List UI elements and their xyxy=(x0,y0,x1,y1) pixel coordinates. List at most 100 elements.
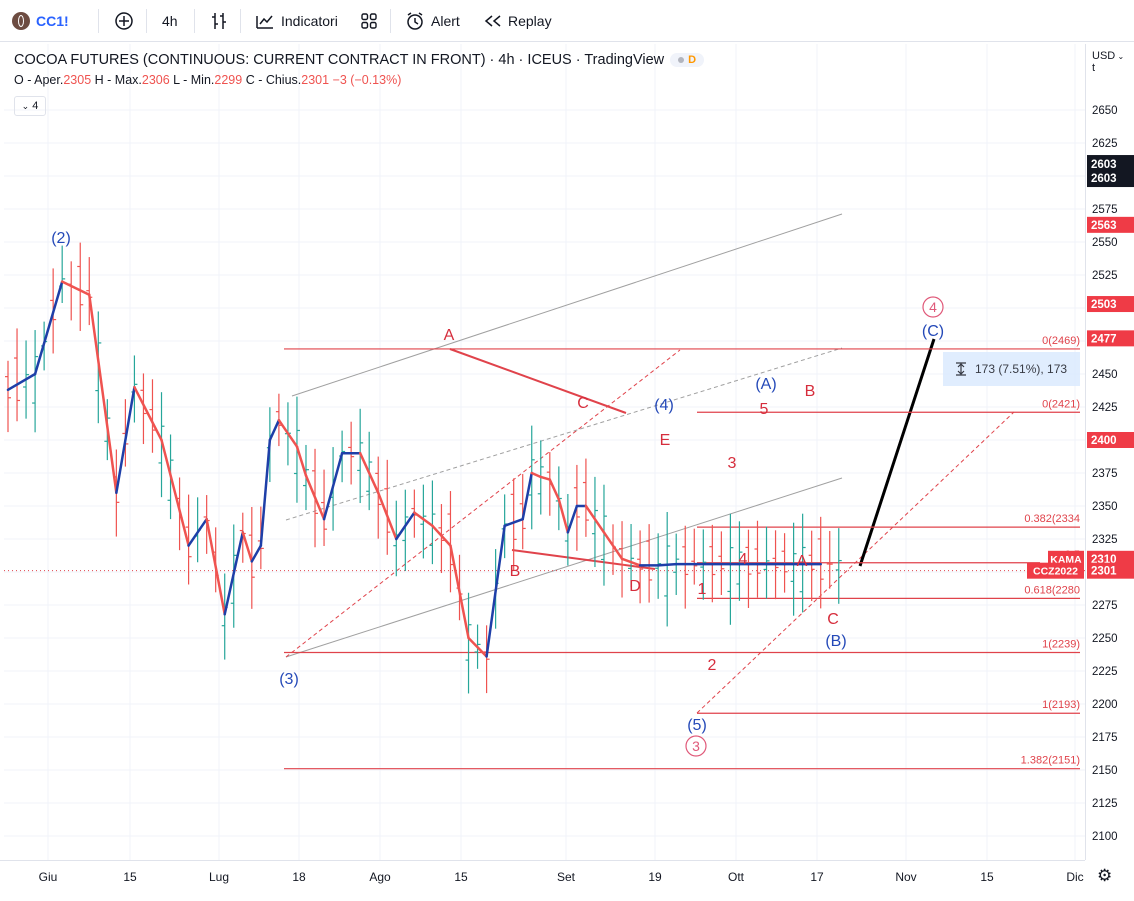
close-label: C - Chius. xyxy=(245,73,302,87)
wave-label-red: C xyxy=(577,395,589,412)
indicators-label: Indicatori xyxy=(281,13,338,29)
fib-level-label: 0.618(2280 xyxy=(1024,584,1080,596)
price-marker-label: 2603 xyxy=(1091,159,1117,171)
kama-line-segment xyxy=(259,438,272,547)
settings-gear-icon[interactable]: ⚙ xyxy=(1097,866,1113,885)
high-label: H - Max. xyxy=(94,73,142,87)
interval-label: 4h xyxy=(162,13,178,29)
price-tick-label: 2275 xyxy=(1092,600,1118,612)
kama-line-segment xyxy=(530,471,543,479)
kama-line-segment xyxy=(88,293,118,495)
price-tick-label: 2450 xyxy=(1092,369,1118,381)
price-tick-label: 2150 xyxy=(1092,765,1118,777)
indicators-collapse-button[interactable]: ⌄ 4 xyxy=(14,96,46,116)
replay-label: Replay xyxy=(508,13,552,29)
circled-label-ring xyxy=(922,296,944,318)
toolbar-divider xyxy=(194,9,195,33)
kama-line-segment xyxy=(413,511,434,528)
price-marker-label: 2603 xyxy=(1091,173,1117,185)
open-label: O - Aper. xyxy=(14,73,64,87)
kama-line-segment xyxy=(539,475,552,481)
chart-type-button[interactable] xyxy=(210,0,228,42)
kama-line-segment xyxy=(656,562,678,567)
time-tick-label: Set xyxy=(557,870,576,884)
price-tag-label: CCZ2022 xyxy=(1033,566,1078,578)
kama-line-segment xyxy=(241,531,254,563)
wave-label-blue: (2) xyxy=(51,230,71,247)
price-tick-label: 2550 xyxy=(1092,237,1118,249)
layouts-button[interactable] xyxy=(360,0,378,42)
alarm-clock-icon xyxy=(407,12,423,30)
interval-button[interactable]: 4h xyxy=(162,0,178,42)
channel-upper-line xyxy=(291,213,843,397)
kama-line-segment xyxy=(548,478,561,501)
kama-line-segment xyxy=(33,280,64,376)
delayed-badge: D xyxy=(688,54,697,66)
wave-label-blue: (B) xyxy=(825,633,846,650)
bars-chart-icon xyxy=(212,13,226,29)
time-tick-label: Giu xyxy=(39,870,58,884)
kama-line-segment xyxy=(358,451,380,495)
price-tick-label: 2525 xyxy=(1092,270,1118,282)
fib-level-label: 0(2469) xyxy=(1042,335,1080,347)
kama-line-segment xyxy=(6,372,37,392)
replay-button[interactable]: Replay xyxy=(484,0,552,42)
kama-line-segment xyxy=(160,438,190,547)
kama-line-segment xyxy=(566,504,579,534)
fib-level-label: 1(2239) xyxy=(1042,639,1080,651)
alert-button[interactable]: Alert xyxy=(405,0,460,42)
kama-line-segment xyxy=(277,418,299,448)
currency-selector[interactable]: USD ⌄ t xyxy=(1092,50,1124,74)
low-value: 2299 xyxy=(214,73,243,87)
price-tick-label: 2650 xyxy=(1092,105,1118,117)
dashed-mid-line xyxy=(285,347,843,521)
time-tick-label: 15 xyxy=(123,870,137,884)
indicators-button[interactable]: Indicatori xyxy=(255,0,338,42)
time-axis[interactable]: Giu 15 Lug 18 Ago 15 Set 19 Ott 17 Nov 15 Dic xyxy=(0,860,1085,901)
kama-line-segment xyxy=(268,418,281,442)
open-value: 2305 xyxy=(63,73,92,87)
dashed-trend-line xyxy=(285,349,681,658)
kama-line-segment xyxy=(503,517,524,528)
fib-level-label: 1.382(2151) xyxy=(1021,755,1080,767)
price-axis[interactable]: 2100212521502175220022252250227523002325… xyxy=(1085,44,1134,860)
price-range-measure[interactable]: 173 (7.51%), 173 xyxy=(943,352,1080,386)
time-tick-label: 17 xyxy=(810,870,824,884)
time-tick-label: Lug xyxy=(209,870,229,884)
top-toolbar: CC1! 4h Indicatori Alert Replay xyxy=(0,0,1134,42)
symbol-search[interactable]: CC1! xyxy=(12,0,69,42)
triangle-lower-line xyxy=(511,549,656,570)
wave-label-blue: (A) xyxy=(755,376,776,393)
price-tick-label: 2175 xyxy=(1092,732,1118,744)
measure-text: 173 (7.51%), 173 xyxy=(975,362,1068,376)
price-marker-label: 2563 xyxy=(1091,220,1117,232)
grid-layout-icon xyxy=(361,13,377,29)
time-tick-label: 15 xyxy=(454,870,468,884)
wave-label-red: 1 xyxy=(698,581,707,598)
price-marker-bg xyxy=(1087,296,1134,313)
wave-label-red: B xyxy=(510,563,521,580)
time-tick-label: 19 xyxy=(648,870,662,884)
circled-wave-label: 3 xyxy=(692,738,700,754)
symbol-title: COCOA FUTURES (CONTINUOUS: CURRENT CONTR… xyxy=(14,52,665,68)
compare-button[interactable] xyxy=(114,0,134,42)
price-tick-label: 2225 xyxy=(1092,666,1118,678)
kama-line-segment xyxy=(295,445,308,477)
close-value: 2301 xyxy=(301,73,330,87)
price-tick-label: 2100 xyxy=(1092,831,1118,843)
toolbar-divider xyxy=(240,9,241,33)
chevron-down-icon: ⌄ xyxy=(21,100,30,111)
toolbar-divider xyxy=(146,9,147,33)
kama-line-segment xyxy=(187,517,208,547)
price-chart[interactable]: 0(2469)0(2421)0.382(23340.50.618(22801(2… xyxy=(4,44,1085,860)
price-tick-label: 2200 xyxy=(1092,699,1118,711)
kama-line-segment xyxy=(521,471,533,521)
kama-line-segment xyxy=(485,524,506,658)
toolbar-divider xyxy=(390,9,391,33)
kama-line-segment xyxy=(115,385,136,495)
unit-label: t xyxy=(1092,62,1096,74)
price-tick-label: 2375 xyxy=(1092,468,1118,480)
kama-line-segment xyxy=(557,498,570,534)
wave-label-red: B xyxy=(805,383,816,400)
price-tick-label: 2425 xyxy=(1092,402,1118,414)
